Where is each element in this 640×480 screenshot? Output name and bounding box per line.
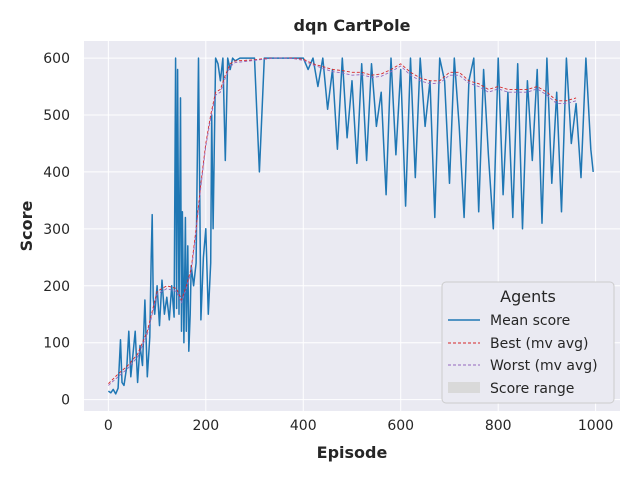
- series-layer: [107, 57, 594, 395]
- y-tick-label: 200: [43, 279, 70, 295]
- x-tick-label: 1000: [578, 418, 614, 434]
- x-tick-label: 800: [485, 418, 512, 434]
- grid: [84, 41, 620, 411]
- legend-label-best: Best (mv avg): [490, 336, 589, 352]
- x-tick-label: 0: [104, 418, 113, 434]
- legend: Agents Mean score Best (mv avg) Worst (m…: [441, 281, 615, 404]
- y-tick-label: 500: [43, 108, 70, 124]
- y-tick-label: 300: [43, 222, 70, 238]
- y-axis-label: Score: [17, 200, 36, 251]
- legend-box: [441, 281, 615, 404]
- series-line-best: [108, 57, 577, 385]
- y-tick-label: 0: [61, 393, 70, 409]
- series-line-mean: [107, 57, 594, 395]
- series-line-worst: [108, 57, 577, 386]
- y-tick-label: 400: [43, 165, 70, 181]
- legend-label-worst: Worst (mv avg): [490, 358, 598, 374]
- x-axis-label: Episode: [317, 443, 388, 462]
- legend-label-range: Score range: [490, 381, 574, 397]
- x-tick-label: 400: [290, 418, 317, 434]
- legend-swatch-range: [448, 382, 480, 393]
- legend-title: Agents: [500, 287, 556, 306]
- chart-title: dqn CartPole: [294, 16, 411, 35]
- y-tick-label: 100: [43, 336, 70, 352]
- legend-label-mean: Mean score: [490, 313, 570, 329]
- x-tick-label: 200: [192, 418, 219, 434]
- y-tick-label: 600: [43, 51, 70, 67]
- x-tick-label: 600: [387, 418, 414, 434]
- tick-labels: 0 200 400 600 800 1000 0 100 200 300 400 500 600: [43, 51, 613, 434]
